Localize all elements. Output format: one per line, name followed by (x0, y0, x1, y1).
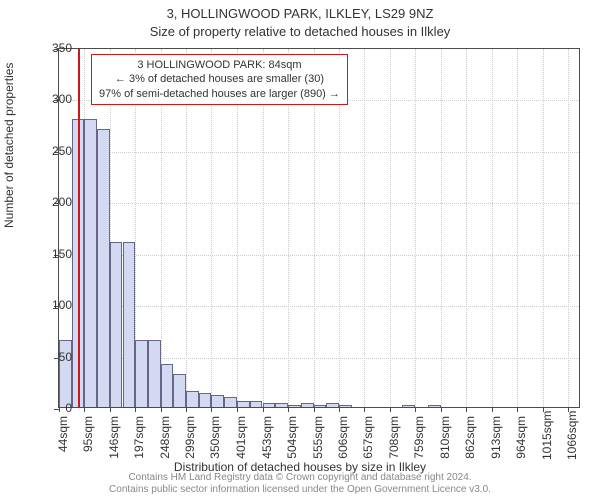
histogram-bar (186, 391, 199, 407)
histogram-bar (123, 242, 136, 407)
histogram-bar (275, 403, 288, 407)
x-tick-mark (263, 407, 264, 412)
plot-area: 3 HOLLINGWOOD PARK: 84sqm← 3% of detache… (58, 48, 580, 408)
x-tick-mark (364, 407, 365, 412)
y-tick-label: 0 (32, 401, 72, 415)
x-tick-label: 248sqm (158, 416, 172, 460)
x-tick-label: 197sqm (132, 416, 146, 460)
callout-line-1: ← 3% of detached houses are smaller (30) (99, 72, 340, 86)
histogram-bar (110, 242, 123, 407)
histogram-bar (135, 340, 148, 407)
x-tick-mark (415, 407, 416, 412)
x-tick-label: 657sqm (361, 416, 375, 460)
grid-x (543, 49, 544, 407)
y-tick-label: 300 (32, 92, 72, 106)
histogram-bar (402, 405, 415, 407)
x-tick-mark (161, 407, 162, 412)
histogram-bar (84, 119, 97, 407)
callout-line-0: 3 HOLLINGWOOD PARK: 84sqm (99, 58, 340, 72)
x-tick-label: 708sqm (387, 416, 401, 460)
x-tick-mark (492, 407, 493, 412)
histogram-bar (173, 374, 186, 407)
grid-x (492, 49, 493, 407)
x-tick-label: 555sqm (311, 416, 325, 460)
x-tick-mark (211, 407, 212, 412)
histogram-bar (161, 364, 174, 407)
x-tick-mark (110, 407, 111, 412)
y-axis-title: Number of detached properties (2, 63, 16, 228)
x-tick-label: 453sqm (260, 416, 274, 460)
x-tick-mark (517, 407, 518, 412)
chart-histogram: 3 HOLLINGWOOD PARK: 84sqm← 3% of detache… (58, 48, 580, 408)
histogram-bar (339, 405, 352, 407)
x-tick-mark (186, 407, 187, 412)
y-tick-label: 100 (32, 298, 72, 312)
grid-y (59, 306, 579, 307)
histogram-bar (211, 395, 224, 407)
x-tick-label: 350sqm (208, 416, 222, 460)
histogram-bar (301, 403, 314, 407)
histogram-bar (237, 401, 250, 407)
x-tick-mark (339, 407, 340, 412)
histogram-bar (326, 403, 339, 407)
property-marker-line (78, 49, 80, 407)
y-tick-label: 250 (32, 144, 72, 158)
histogram-bar (428, 405, 441, 407)
histogram-bar (263, 403, 276, 407)
histogram-bar (199, 393, 212, 407)
page-subtitle: Size of property relative to detached ho… (0, 24, 600, 39)
histogram-bar (97, 129, 110, 407)
x-tick-mark (288, 407, 289, 412)
x-tick-label: 606sqm (336, 416, 350, 460)
y-tick-label: 150 (32, 247, 72, 261)
y-tick-label: 350 (32, 41, 72, 55)
x-tick-label: 146sqm (107, 416, 121, 460)
page-root: 3, HOLLINGWOOD PARK, ILKLEY, LS29 9NZ Si… (0, 0, 600, 500)
grid-y (59, 152, 579, 153)
x-tick-mark (390, 407, 391, 412)
x-tick-label: 1015sqm (540, 416, 554, 460)
x-tick-label: 44sqm (56, 416, 70, 460)
histogram-bar (250, 401, 263, 407)
histogram-bar (148, 340, 161, 407)
grid-x (517, 49, 518, 407)
x-tick-label: 299sqm (183, 416, 197, 460)
x-tick-label: 862sqm (463, 416, 477, 460)
grid-x (415, 49, 416, 407)
x-tick-mark (314, 407, 315, 412)
grid-y (59, 255, 579, 256)
x-tick-label: 913sqm (489, 416, 503, 460)
x-tick-label: 1066sqm (565, 416, 579, 460)
grid-x (466, 49, 467, 407)
x-tick-mark (237, 407, 238, 412)
x-tick-mark (135, 407, 136, 412)
x-tick-mark (466, 407, 467, 412)
grid-x (441, 49, 442, 407)
histogram-bar (288, 405, 301, 407)
footer-attribution: Contains HM Land Registry data © Crown c… (0, 472, 600, 496)
grid-x (364, 49, 365, 407)
x-tick-mark (441, 407, 442, 412)
x-tick-label: 810sqm (438, 416, 452, 460)
x-tick-mark (84, 407, 85, 412)
grid-x (568, 49, 569, 407)
grid-y (59, 203, 579, 204)
page-title: 3, HOLLINGWOOD PARK, ILKLEY, LS29 9NZ (0, 6, 600, 21)
x-tick-label: 95sqm (81, 416, 95, 460)
x-tick-label: 504sqm (285, 416, 299, 460)
callout-line-2: 97% of semi-detached houses are larger (… (99, 87, 340, 101)
x-tick-label: 964sqm (514, 416, 528, 460)
x-tick-label: 759sqm (412, 416, 426, 460)
histogram-bar (224, 397, 237, 407)
footer-line-1: Contains HM Land Registry data © Crown c… (0, 472, 600, 484)
histogram-bar (314, 405, 327, 407)
x-tick-label: 401sqm (234, 416, 248, 460)
y-tick-label: 200 (32, 195, 72, 209)
grid-x (390, 49, 391, 407)
callout-box: 3 HOLLINGWOOD PARK: 84sqm← 3% of detache… (91, 54, 348, 105)
footer-line-2: Contains public sector information licen… (0, 484, 600, 496)
y-tick-label: 50 (32, 350, 72, 364)
